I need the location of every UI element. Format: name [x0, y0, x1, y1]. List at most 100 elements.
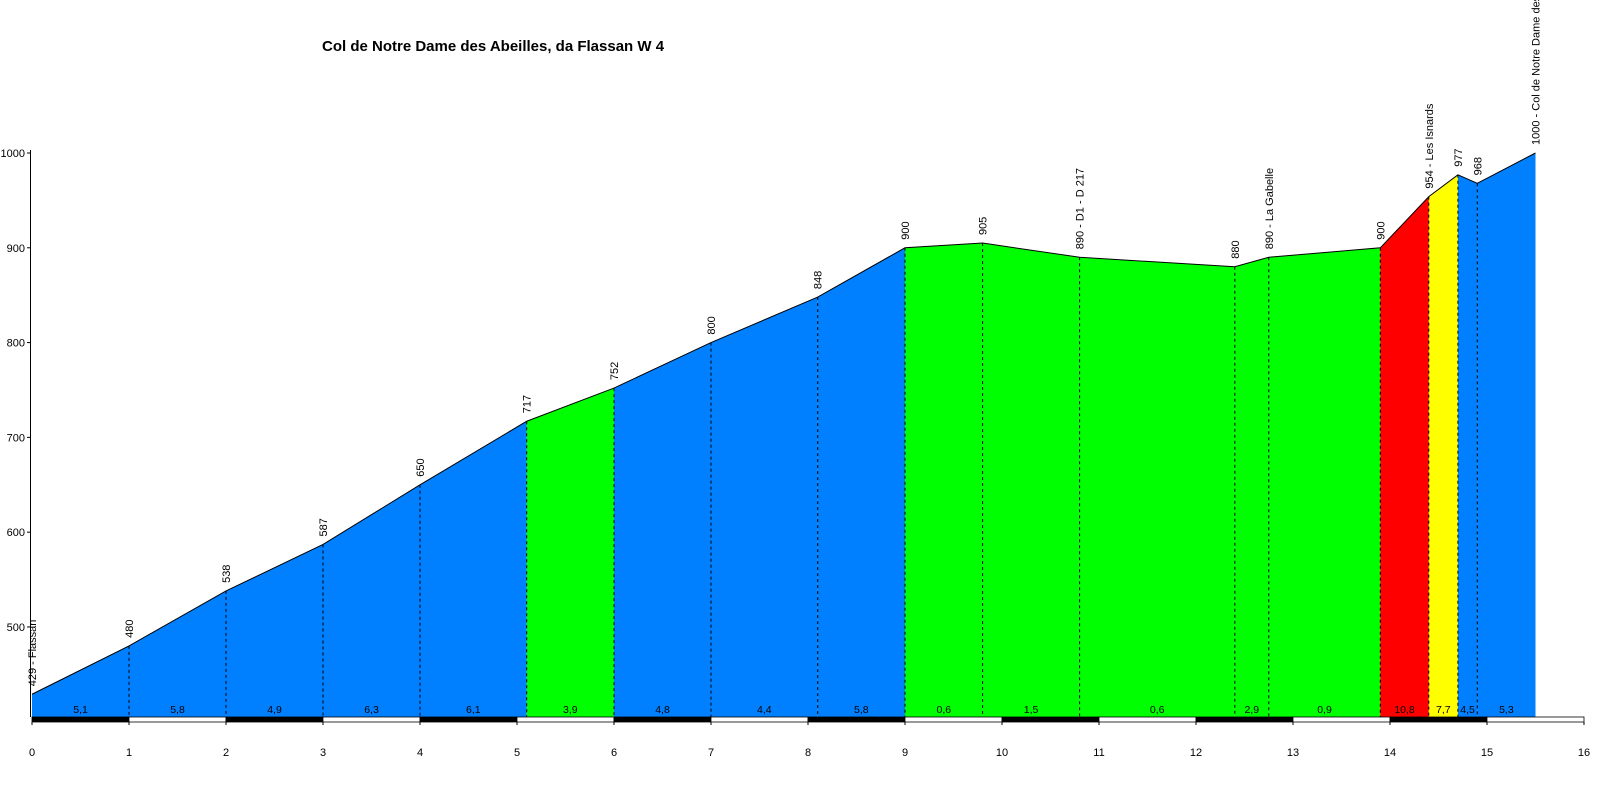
segment-gradient-label: 6,1 [466, 704, 481, 716]
segment-gradient-label: 0,9 [1317, 704, 1332, 716]
point-label: 800 [706, 316, 718, 334]
scale-bar-cell [807, 716, 906, 723]
segment-gradient-label: 0,6 [1150, 704, 1165, 716]
point-label: 538 [221, 565, 233, 583]
x-tick-label: 9 [902, 747, 908, 759]
x-tick-label: 11 [1093, 747, 1104, 759]
segment-fill [711, 297, 818, 717]
segment-gradient-label: 5,1 [73, 704, 88, 716]
point-label: 480 [124, 620, 136, 638]
scale-bar-cell [1486, 716, 1585, 723]
point-label: 968 [1472, 157, 1484, 175]
segment-fill [982, 243, 1080, 717]
point-label: 848 [813, 271, 825, 289]
point-label: 954 - Les Isnards [1424, 103, 1436, 188]
point-label: 977 [1453, 148, 1465, 166]
x-axis: 0 1 2 3 4 5 6 7 8 9 10 11 12 13 14 15 16 [29, 722, 1590, 759]
x-tick-label: 14 [1384, 747, 1396, 759]
segment-gradient-label: 4,9 [267, 704, 282, 716]
segment-fill [129, 590, 226, 717]
x-tick-label: 15 [1481, 747, 1493, 759]
segment-gradient-label: 10,8 [1394, 704, 1415, 716]
y-tick-label: 900 [7, 243, 25, 255]
y-axis: 500 600 700 800 900 1000 [1, 148, 31, 717]
segment-fill [1380, 196, 1429, 717]
scale-bar-cell [1292, 716, 1391, 723]
scale-bar-cell [904, 716, 1003, 723]
x-tick-label: 3 [320, 747, 326, 759]
segment-gradient-label: 3,9 [563, 704, 578, 716]
point-label: 890 - La Gabelle [1264, 168, 1276, 249]
point-label: 717 [522, 395, 534, 413]
scale-bar-cell [225, 716, 324, 723]
scale-bar-cell [1001, 716, 1100, 723]
x-tick-label: 7 [708, 747, 714, 759]
x-tick-label: 0 [29, 747, 35, 759]
point-label: 650 [415, 458, 427, 476]
segment-fill [1457, 174, 1478, 717]
x-tick-label: 6 [611, 747, 617, 759]
segment-fill [1079, 257, 1235, 717]
segment-gradient-label: 6,3 [364, 704, 379, 716]
segment-gradient-label: 7,7 [1436, 704, 1451, 716]
segment-fill [32, 645, 129, 717]
y-tick-label: 1000 [1, 148, 25, 160]
x-tick-label: 10 [996, 747, 1008, 759]
scale-bar-cell [710, 716, 809, 723]
scale-bar-cell [1195, 716, 1294, 723]
point-label: 429 - Flassan [27, 620, 39, 687]
segment-gradient-label: 4,4 [757, 704, 772, 716]
segment-fills [31, 152, 1536, 717]
x-tick-label: 8 [805, 747, 811, 759]
segment-gradient-label: 1,5 [1024, 704, 1039, 716]
segment-gradient-label: 4,5 [1460, 704, 1475, 716]
segment-fill [817, 247, 905, 717]
segment-fill [323, 484, 420, 717]
scale-bar-cell [1389, 716, 1488, 723]
segment-fill [1477, 153, 1536, 717]
segment-fill [226, 544, 323, 717]
scale-bar-cell [31, 716, 130, 723]
point-label: 900 [1375, 221, 1387, 239]
x-tick-label: 13 [1287, 747, 1299, 759]
x-tick-label: 2 [223, 747, 229, 759]
y-tick-label: 700 [7, 432, 25, 444]
segment-fill [1428, 174, 1458, 717]
x-tick-label: 5 [514, 747, 520, 759]
segment-gradient-label: 5,8 [170, 704, 185, 716]
y-tick-label: 600 [7, 527, 25, 539]
scale-bar-cell [128, 716, 227, 723]
scale-bar-cell [613, 716, 712, 723]
point-labels: 429 - Flassan 480 538 587 650 717 752 800 848 900… [27, 0, 1543, 686]
segment-gradient-label: 0,6 [936, 704, 951, 716]
scale-bar-cell [322, 716, 421, 723]
segment-fill [1268, 247, 1381, 717]
x-tick-label: 16 [1578, 747, 1590, 759]
point-label: 587 [318, 518, 330, 536]
segment-gradient-label: 4,8 [655, 704, 670, 716]
x-tick-label: 4 [417, 747, 423, 759]
segment-gradient-label: 2,9 [1244, 704, 1259, 716]
x-tick-label: 12 [1190, 747, 1202, 759]
point-label: 890 - D1 - D 217 [1075, 168, 1087, 249]
y-tick-label: 500 [7, 622, 25, 634]
point-label: 1000 - Col de Notre Dame des Abeilles [1531, 0, 1543, 145]
scale-bar-cell [516, 716, 615, 723]
segment-gradient-labels: 5,1 5,8 4,9 6,3 6,1 3,9 4,8 4,4 5,8 0,6 1,5 0,6 2,9 0… [73, 704, 1514, 716]
segment-fill [1234, 257, 1269, 717]
scale-bar-cell [419, 716, 518, 723]
segment-dividers [128, 174, 1478, 717]
segment-fill [420, 421, 527, 717]
point-label: 880 [1230, 240, 1242, 258]
y-tick-label: 800 [7, 338, 25, 350]
segment-fill [614, 342, 711, 717]
scale-bar-cell [1098, 716, 1197, 723]
segment-gradient-label: 5,8 [854, 704, 869, 716]
point-label: 752 [609, 362, 621, 380]
x-tick-label: 1 [126, 747, 132, 759]
segment-gradient-label: 5,3 [1499, 704, 1514, 716]
segment-fill [526, 388, 614, 717]
segment-fill [905, 243, 983, 717]
chart-title: Col de Notre Dame des Abeilles, da Flass… [322, 38, 665, 55]
